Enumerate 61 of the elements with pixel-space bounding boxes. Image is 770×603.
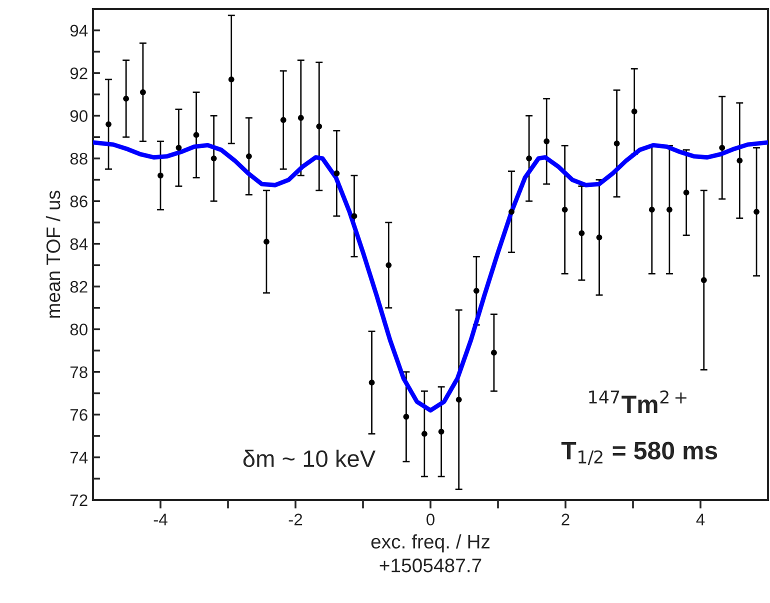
point: [666, 206, 672, 213]
annotation: δm ~ 10 keV: [243, 450, 376, 468]
y-tick-label: 90: [70, 110, 88, 122]
point: [614, 140, 620, 146]
point: [421, 430, 428, 437]
point: [176, 144, 182, 151]
x-tick-label: 0: [426, 514, 434, 526]
point: [631, 108, 638, 114]
point: [140, 89, 146, 96]
point: [246, 153, 252, 160]
point: [544, 138, 550, 144]
x-axis-title: exc. freq. / Hz +1505487.7: [371, 534, 490, 572]
point: [754, 208, 760, 215]
x-tick-label: 2: [562, 514, 570, 526]
point: [700, 277, 707, 284]
point: [298, 114, 304, 121]
y-tick-label: 82: [70, 280, 88, 293]
x-tick-label: 4: [696, 514, 705, 526]
point: [316, 123, 322, 130]
point: [491, 350, 497, 356]
point: [193, 132, 200, 138]
point: [106, 121, 112, 128]
point: [736, 158, 743, 164]
y-tick-label: 92: [70, 67, 88, 80]
point: [403, 414, 410, 420]
y-tick-label: 78: [70, 366, 88, 378]
point: [683, 190, 690, 196]
point: [719, 144, 726, 151]
point: [280, 117, 286, 123]
y-tick-label: 94: [70, 24, 88, 37]
x-tick-label: -2: [288, 514, 302, 526]
y-tick-label: 76: [70, 409, 88, 421]
x-tick-label: -4: [154, 514, 168, 526]
y-tick-label: 86: [70, 196, 88, 208]
point: [210, 155, 217, 162]
y-tick-label: 88: [70, 152, 88, 165]
point: [386, 262, 392, 268]
y-tick-label: 84: [70, 238, 88, 250]
y-axis-title: mean TOF / us: [46, 190, 60, 318]
point: [508, 208, 514, 215]
point: [456, 396, 462, 403]
annotation: $^{147}$Tm$^{2+}$: [589, 390, 686, 413]
point: [578, 230, 585, 236]
point: [562, 206, 568, 213]
y-tick-label: 74: [70, 452, 88, 464]
point: [526, 155, 532, 162]
point: [648, 206, 655, 213]
point: [473, 288, 480, 294]
y-tick-label: 80: [70, 324, 88, 336]
point: [368, 380, 375, 386]
line-series: [93, 140, 768, 413]
y-tick-label: 72: [70, 494, 88, 506]
point: [351, 213, 358, 220]
point: [264, 238, 270, 245]
point: [158, 172, 164, 178]
point: [334, 170, 340, 176]
point: [228, 76, 234, 82]
annotation: T$_{1/2}$ = 580 ms: [561, 442, 718, 465]
point: [123, 96, 130, 102]
point: [596, 234, 602, 240]
point: [438, 428, 444, 435]
